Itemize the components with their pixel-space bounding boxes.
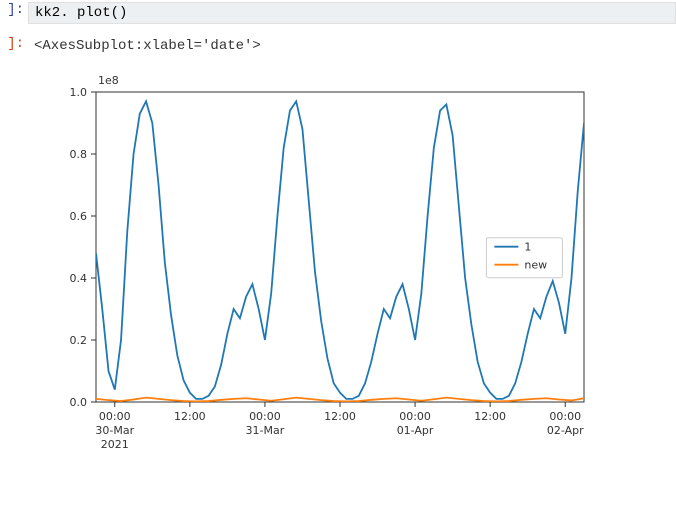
chart-output: 0.00.20.40.60.81.000:0030-Mar202112:0000… — [0, 58, 676, 482]
svg-text:00:00: 00:00 — [99, 410, 131, 423]
svg-text:0.0: 0.0 — [70, 396, 88, 409]
svg-text:02-Apr: 02-Apr — [547, 424, 584, 437]
in-prompt: ]: — [0, 2, 28, 18]
svg-text:12:00: 12:00 — [174, 410, 206, 423]
svg-text:0.8: 0.8 — [70, 148, 88, 161]
code-input[interactable]: kk2. plot() — [28, 2, 676, 24]
svg-text:01-Apr: 01-Apr — [397, 424, 434, 437]
svg-text:0.4: 0.4 — [70, 272, 88, 285]
output-repr: <AxesSubplot:xlabel='date'> — [28, 36, 267, 56]
output-cell: ]: <AxesSubplot:xlabel='date'> — [0, 34, 676, 58]
line-chart: 0.00.20.40.60.81.000:0030-Mar202112:0000… — [34, 62, 604, 482]
svg-text:1.0: 1.0 — [70, 86, 88, 99]
svg-text:12:00: 12:00 — [474, 410, 506, 423]
svg-text:1e8: 1e8 — [98, 74, 119, 87]
svg-text:2021: 2021 — [101, 438, 129, 451]
out-prompt: ]: — [0, 36, 28, 52]
svg-text:12:00: 12:00 — [324, 410, 356, 423]
svg-text:31-Mar: 31-Mar — [246, 424, 285, 437]
legend-label-1: 1 — [524, 241, 531, 254]
svg-text:0.6: 0.6 — [70, 210, 88, 223]
legend-label-new: new — [524, 259, 547, 272]
input-cell: ]: kk2. plot() — [0, 0, 676, 26]
svg-text:0.2: 0.2 — [70, 334, 88, 347]
svg-text:00:00: 00:00 — [399, 410, 431, 423]
svg-text:00:00: 00:00 — [249, 410, 281, 423]
svg-text:30-Mar: 30-Mar — [95, 424, 134, 437]
svg-text:00:00: 00:00 — [549, 410, 581, 423]
